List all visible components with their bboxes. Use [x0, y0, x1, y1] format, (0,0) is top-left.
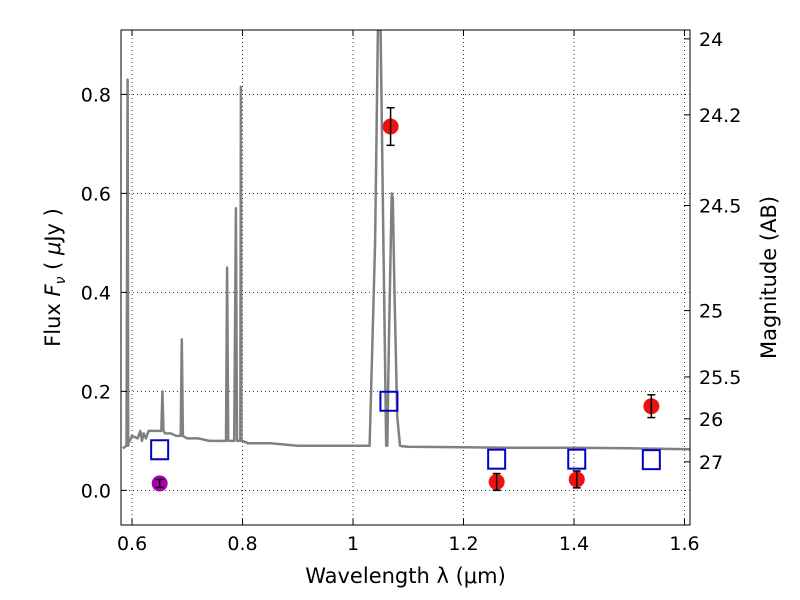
- model-photometry-square: [487, 448, 507, 470]
- right-tick-label: 25.5: [699, 367, 741, 389]
- y-axis-label-part: μ: [41, 242, 65, 256]
- plot-frame: [120, 29, 691, 526]
- right-tick-label: 24: [699, 29, 723, 51]
- grid-lines: [121, 30, 690, 525]
- y-tick-label: 0.8: [81, 84, 111, 106]
- plot-area: [122, 30, 690, 451]
- right-tick-label: 27: [699, 452, 723, 474]
- x-tick-label: 0.8: [227, 533, 257, 555]
- right-tick-label: 25: [699, 301, 723, 323]
- y-axis-label-part: F: [41, 284, 65, 297]
- model-photometry-square: [379, 390, 399, 412]
- y-tick-label: 0.0: [81, 480, 111, 502]
- model-photometry-square: [567, 448, 587, 470]
- y-tick-label: 0.4: [81, 282, 111, 304]
- x-tick-label: 0.6: [117, 533, 147, 555]
- model-photometry-square: [641, 449, 661, 471]
- y-tick-label: 0.2: [81, 381, 111, 403]
- y-axis-label-part: Flux: [41, 297, 65, 347]
- x-tick-label: 1.6: [669, 533, 699, 555]
- model-photometry-square: [150, 439, 170, 461]
- x-tick-label: 1.4: [559, 533, 589, 555]
- x-axis-label: Wavelength λ (μm): [305, 564, 506, 588]
- y-axis-label-part: ν: [53, 276, 69, 284]
- right-tick-label: 24.2: [699, 105, 741, 127]
- y-axis-label-part: Jy ): [41, 208, 65, 244]
- right-tick-label: 24.5: [699, 195, 741, 217]
- x-tick-label: 1.2: [448, 533, 478, 555]
- axis-ticks: 0.6 0.8 1 1.2 1.4 1.6 0.0 0.2 0.4 0.6 0.8 24 24.2 24.…: [81, 29, 742, 555]
- y-axis-label-left: Flux Fν ( μJy ): [41, 208, 69, 347]
- right-tick-label: 26: [699, 409, 723, 431]
- markers: [150, 106, 661, 492]
- x-tick-label: 1: [347, 533, 359, 555]
- y-axis-label-part: (: [41, 255, 65, 277]
- y-tick-label: 0.6: [81, 183, 111, 205]
- spectrum-line: [122, 30, 690, 451]
- y-axis-label-right: Magnitude (AB): [757, 196, 781, 359]
